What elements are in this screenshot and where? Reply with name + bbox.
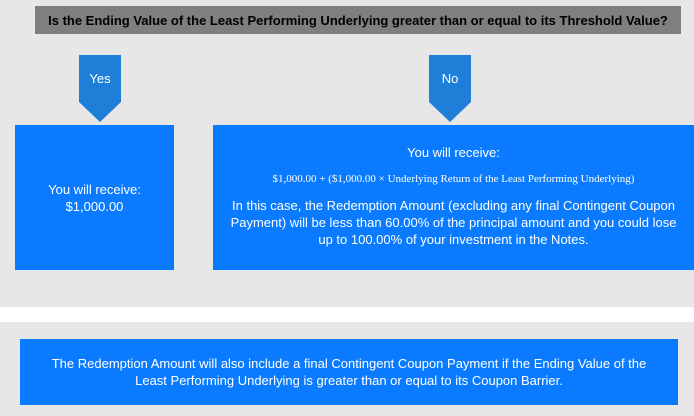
yes-arrowhead: [79, 102, 121, 122]
coupon-note-box: The Redemption Amount will also include …: [20, 339, 678, 405]
yes-receive-label: You will receive:: [48, 181, 141, 197]
yes-arrow-label: Yes: [79, 55, 121, 102]
coupon-note-text: The Redemption Amount will also include …: [51, 356, 647, 388]
no-arrow: No: [429, 55, 471, 122]
yes-amount: $1,000.00: [65, 198, 124, 214]
no-arrow-label: No: [429, 55, 471, 102]
no-loss-explanation: In this case, the Redemption Amount (exc…: [230, 198, 677, 247]
yes-outcome-box: You will receive: $1,000.00: [15, 125, 174, 270]
no-arrowhead: [429, 102, 471, 122]
no-outcome-box: You will receive: $1,000.00 + ($1,000.00…: [213, 125, 694, 270]
decision-question: Is the Ending Value of the Least Perform…: [35, 6, 681, 34]
no-payout-formula: $1,000.00 + ($1,000.00 × Underlying Retu…: [272, 173, 635, 185]
yes-arrow: Yes: [79, 55, 121, 122]
no-receive-label: You will receive:: [407, 145, 500, 160]
